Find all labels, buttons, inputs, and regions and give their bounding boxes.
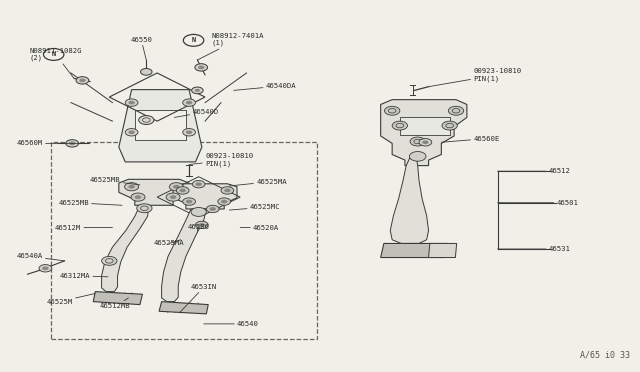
Polygon shape <box>173 184 237 209</box>
Circle shape <box>392 121 408 130</box>
Text: 46520A: 46520A <box>240 225 279 231</box>
Circle shape <box>125 183 139 191</box>
Text: 46540: 46540 <box>204 321 259 327</box>
Circle shape <box>125 129 138 136</box>
Text: 46560M: 46560M <box>17 140 84 146</box>
Text: 46540A: 46540A <box>17 253 65 261</box>
Text: 46540D: 46540D <box>174 109 218 118</box>
Circle shape <box>206 205 219 213</box>
Polygon shape <box>93 292 143 305</box>
Circle shape <box>182 99 195 106</box>
Circle shape <box>129 185 135 189</box>
Circle shape <box>182 129 195 136</box>
Circle shape <box>419 138 432 146</box>
Text: A/65 i0 33: A/65 i0 33 <box>580 350 630 359</box>
Circle shape <box>442 121 458 130</box>
Circle shape <box>179 189 186 192</box>
Circle shape <box>129 131 135 134</box>
Text: 46525MA: 46525MA <box>229 179 287 186</box>
Circle shape <box>170 195 176 199</box>
Text: 46525MB: 46525MB <box>58 200 122 206</box>
Circle shape <box>166 193 180 201</box>
Polygon shape <box>429 243 457 257</box>
Text: 46525MB: 46525MB <box>90 177 140 185</box>
Circle shape <box>198 65 204 69</box>
Circle shape <box>69 141 76 145</box>
Circle shape <box>176 187 189 194</box>
Polygon shape <box>102 205 149 292</box>
Circle shape <box>44 48 64 60</box>
Circle shape <box>186 200 192 203</box>
Polygon shape <box>135 110 186 140</box>
Circle shape <box>191 208 206 217</box>
Circle shape <box>182 198 195 205</box>
Text: 46540DA: 46540DA <box>234 83 296 90</box>
Circle shape <box>218 198 230 205</box>
Circle shape <box>186 101 192 105</box>
Polygon shape <box>119 179 189 205</box>
Circle shape <box>129 101 135 105</box>
Circle shape <box>195 64 207 71</box>
Text: 46512M: 46512M <box>55 225 113 231</box>
Text: 46525MC: 46525MC <box>229 204 280 210</box>
Circle shape <box>224 189 230 192</box>
Polygon shape <box>159 302 208 314</box>
Circle shape <box>422 140 429 144</box>
Circle shape <box>191 87 203 94</box>
Circle shape <box>183 35 204 46</box>
Circle shape <box>209 207 216 211</box>
Circle shape <box>195 182 202 186</box>
Text: N08911-1082G
(2): N08911-1082G (2) <box>29 48 82 78</box>
Text: 00923-10810
PIN(1): 00923-10810 PIN(1) <box>189 153 253 167</box>
Text: 46525MA: 46525MA <box>154 240 184 246</box>
Circle shape <box>170 183 183 191</box>
Circle shape <box>195 221 208 229</box>
Circle shape <box>79 78 86 82</box>
Text: 46512MB: 46512MB <box>100 298 131 310</box>
Text: 46525M: 46525M <box>47 294 95 305</box>
Text: N: N <box>52 51 56 57</box>
Circle shape <box>66 140 79 147</box>
Circle shape <box>385 106 400 115</box>
Circle shape <box>192 180 205 188</box>
Circle shape <box>137 204 152 213</box>
Circle shape <box>131 193 145 201</box>
Polygon shape <box>162 209 206 302</box>
Circle shape <box>135 195 141 199</box>
Text: 46312MA: 46312MA <box>60 273 108 279</box>
Text: N08912-7401A
(1): N08912-7401A (1) <box>197 33 264 60</box>
Circle shape <box>410 137 426 146</box>
Circle shape <box>139 116 154 125</box>
Circle shape <box>102 256 117 265</box>
Circle shape <box>42 266 49 270</box>
Circle shape <box>195 89 200 92</box>
Bar <box>51 142 317 339</box>
Circle shape <box>221 187 234 194</box>
Circle shape <box>39 264 52 272</box>
Text: 00923-10810
PIN(1): 00923-10810 PIN(1) <box>429 68 522 87</box>
Text: 46560E: 46560E <box>442 135 499 142</box>
Text: N: N <box>191 37 196 44</box>
Polygon shape <box>381 243 448 257</box>
Polygon shape <box>390 154 429 243</box>
Text: 4653IN: 4653IN <box>179 284 217 313</box>
Circle shape <box>141 68 152 75</box>
Polygon shape <box>119 90 202 162</box>
Text: 46550: 46550 <box>131 36 152 60</box>
Circle shape <box>76 77 89 84</box>
Circle shape <box>449 106 464 115</box>
Polygon shape <box>400 118 450 135</box>
Circle shape <box>198 223 205 227</box>
Circle shape <box>186 131 192 134</box>
Text: 46586: 46586 <box>187 224 209 231</box>
Circle shape <box>221 200 227 203</box>
Text: 46531: 46531 <box>497 246 570 252</box>
Circle shape <box>173 185 179 189</box>
Polygon shape <box>381 100 467 166</box>
Text: 46501: 46501 <box>497 200 578 206</box>
Text: 46512: 46512 <box>497 168 570 174</box>
Circle shape <box>410 151 426 161</box>
Circle shape <box>125 99 138 106</box>
